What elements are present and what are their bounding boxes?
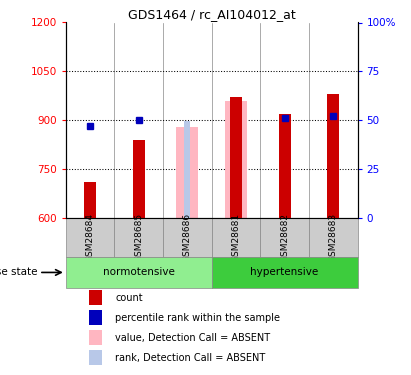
Bar — [230, 98, 242, 218]
FancyBboxPatch shape — [309, 218, 358, 257]
Text: GSM28684: GSM28684 — [85, 213, 95, 262]
FancyBboxPatch shape — [114, 218, 163, 257]
Text: GSM28681: GSM28681 — [231, 213, 240, 262]
Text: count: count — [115, 292, 143, 303]
FancyBboxPatch shape — [66, 218, 114, 257]
Text: normotensive: normotensive — [103, 267, 175, 278]
Text: value, Detection Call = ABSENT: value, Detection Call = ABSENT — [115, 333, 270, 343]
Bar — [89, 310, 102, 325]
FancyBboxPatch shape — [163, 218, 212, 257]
Title: GDS1464 / rc_AI104012_at: GDS1464 / rc_AI104012_at — [128, 8, 296, 21]
Text: GSM28683: GSM28683 — [329, 213, 338, 262]
FancyBboxPatch shape — [212, 218, 260, 257]
Bar — [89, 290, 102, 305]
Bar — [176, 127, 198, 218]
Text: GSM28686: GSM28686 — [183, 213, 192, 262]
Text: rank, Detection Call = ABSENT: rank, Detection Call = ABSENT — [115, 353, 266, 363]
Bar — [89, 330, 102, 345]
Bar — [225, 100, 247, 218]
Text: hypertensive: hypertensive — [250, 267, 319, 278]
Bar — [327, 94, 339, 218]
Bar — [84, 182, 96, 218]
Text: disease state: disease state — [0, 267, 37, 278]
Bar — [233, 119, 239, 218]
FancyBboxPatch shape — [260, 218, 309, 257]
FancyBboxPatch shape — [66, 257, 212, 288]
Text: GSM28685: GSM28685 — [134, 213, 143, 262]
Bar — [133, 140, 145, 218]
Bar — [185, 121, 190, 218]
Bar — [89, 350, 102, 365]
FancyBboxPatch shape — [212, 257, 358, 288]
Text: GSM28682: GSM28682 — [280, 213, 289, 262]
Text: percentile rank within the sample: percentile rank within the sample — [115, 313, 280, 322]
Bar — [279, 114, 291, 218]
